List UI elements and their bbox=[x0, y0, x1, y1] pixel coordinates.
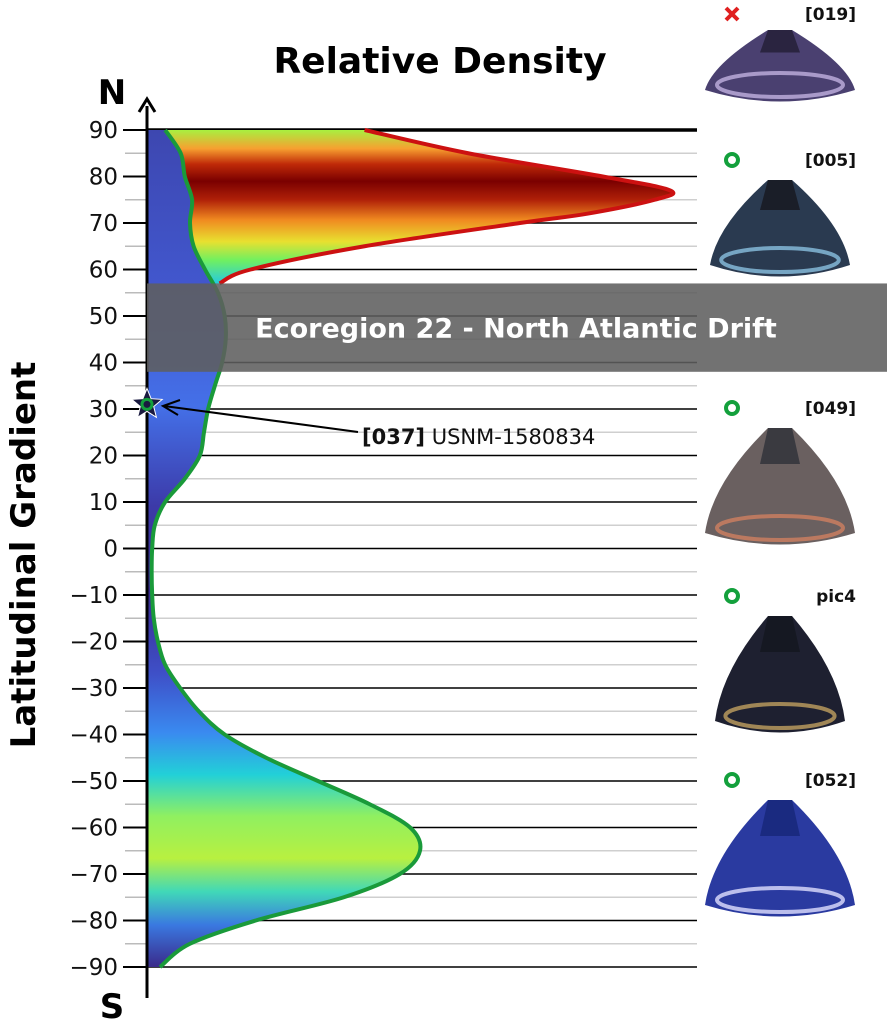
y-tick-label: −20 bbox=[69, 630, 118, 656]
south-label: S bbox=[100, 987, 125, 1024]
specimen-annotation: [037] USNM-1580834 bbox=[130, 387, 595, 449]
north-label: N bbox=[98, 73, 126, 113]
jellyfish-apex bbox=[760, 616, 800, 652]
y-tick-label: 30 bbox=[89, 397, 118, 423]
annotation-text: [037] USNM-1580834 bbox=[362, 425, 595, 449]
y-tick-label: −90 bbox=[69, 955, 118, 981]
circle-mark-icon bbox=[724, 588, 740, 604]
annotation-arrow bbox=[163, 405, 359, 433]
arrowhead-icon bbox=[160, 399, 181, 416]
y-tick-label: 20 bbox=[89, 444, 118, 470]
circle-mark-icon bbox=[724, 772, 740, 788]
specimen-label: [005] bbox=[805, 151, 856, 171]
circle-mark-icon bbox=[724, 152, 740, 168]
y-tick-label: −40 bbox=[69, 723, 118, 749]
y-tick-label: 10 bbox=[89, 490, 118, 516]
y-tick-label: −70 bbox=[69, 862, 118, 888]
jellyfish-image bbox=[705, 800, 855, 917]
specimen-label: pic4 bbox=[816, 587, 856, 607]
specimen-panel: [019] [005] [049] pic4 [052] bbox=[705, 5, 856, 917]
northern-density-curve bbox=[218, 128, 676, 286]
specimen-2: [049] bbox=[705, 399, 856, 545]
y-tick-label: 50 bbox=[89, 304, 118, 330]
ecoregion-label: Ecoregion 22 - North Atlantic Drift bbox=[255, 314, 777, 345]
jellyfish-apex bbox=[760, 180, 800, 210]
y-tick-label: −10 bbox=[69, 583, 118, 609]
specimen-4: [052] bbox=[705, 771, 856, 917]
x-mark-icon bbox=[724, 6, 740, 22]
jellyfish-rim bbox=[723, 702, 837, 730]
jellyfish-apex bbox=[760, 800, 800, 836]
chart-title: Relative Density bbox=[273, 41, 606, 82]
y-tick-label: 90 bbox=[89, 118, 118, 144]
north-arrow-icon bbox=[137, 96, 157, 113]
specimen-1: [005] bbox=[710, 151, 856, 277]
specimen-3: pic4 bbox=[715, 587, 856, 733]
y-tick-label: 80 bbox=[89, 165, 118, 191]
y-tick-label: −50 bbox=[69, 769, 118, 795]
jellyfish-image bbox=[705, 30, 855, 102]
specimen-label: [019] bbox=[805, 5, 856, 25]
specimen-label: [049] bbox=[805, 399, 856, 419]
y-tick-label: −60 bbox=[69, 816, 118, 842]
jellyfish-image bbox=[710, 180, 850, 277]
jellyfish-image bbox=[705, 428, 855, 545]
jellyfish-rim bbox=[715, 71, 845, 99]
y-axis-ticks: 90 80 70 60 50 40 30 20 10 0 −10 −20 −30 −40 −50 −60 −70… bbox=[69, 118, 147, 981]
y-tick-label: −30 bbox=[69, 676, 118, 702]
y-tick-label: 0 bbox=[103, 537, 118, 563]
jellyfish-apex bbox=[760, 30, 800, 53]
y-tick-label: 40 bbox=[89, 351, 118, 377]
y-tick-label: 60 bbox=[89, 258, 118, 284]
star-marker-icon bbox=[130, 387, 164, 419]
specimen-0: [019] bbox=[705, 5, 856, 102]
jellyfish-rim bbox=[715, 886, 845, 914]
ecoregion-band: Ecoregion 22 - North Atlantic Drift bbox=[147, 283, 887, 372]
jellyfish-rim bbox=[719, 246, 841, 274]
y-tick-label: 70 bbox=[89, 211, 118, 237]
circle-mark-icon bbox=[724, 400, 740, 416]
global-density-curve bbox=[149, 128, 423, 969]
jellyfish-rim bbox=[715, 514, 845, 542]
y-axis-label: Latitudinal Gradient bbox=[4, 362, 44, 749]
circle-marker-icon bbox=[140, 397, 154, 411]
specimen-label: [052] bbox=[805, 771, 856, 791]
jellyfish-apex bbox=[760, 428, 800, 464]
jellyfish-image bbox=[715, 616, 845, 733]
y-tick-label: −80 bbox=[69, 909, 118, 935]
